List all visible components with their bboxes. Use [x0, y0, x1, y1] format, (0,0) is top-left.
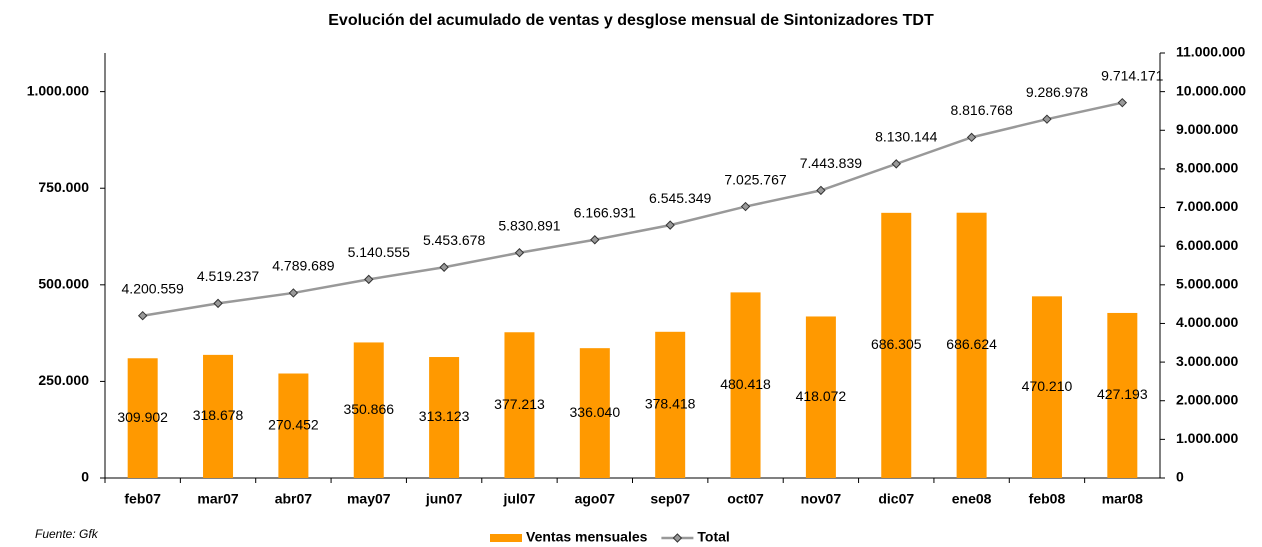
y-tick-label: 250.000 — [38, 372, 89, 388]
x-tick-label: jun07 — [425, 491, 463, 507]
x-tick-label: sep07 — [650, 491, 690, 507]
x-tick-label: oct07 — [727, 491, 764, 507]
y2-tick-label: 7.000.000 — [1176, 198, 1238, 214]
line-label: 8.816.768 — [950, 102, 1012, 118]
bar — [127, 358, 158, 478]
bar-label: 270.452 — [268, 416, 319, 432]
legend-marker — [672, 533, 683, 543]
line-label: 9.286.978 — [1026, 84, 1088, 100]
y2-tick-label: 2.000.000 — [1176, 391, 1238, 407]
legend-label: Ventas mensuales — [526, 529, 648, 545]
source: Fuente: Gfk — [35, 527, 99, 541]
line — [142, 101, 1123, 317]
marker — [891, 159, 901, 169]
line-label: 7.443.839 — [800, 155, 862, 171]
bar — [805, 316, 836, 478]
bar — [278, 373, 309, 478]
bar-label: 377.213 — [494, 396, 545, 412]
x-tick-label: jul07 — [503, 491, 536, 507]
bar-label: 470.210 — [1022, 378, 1073, 394]
bar-label: 336.040 — [570, 404, 621, 420]
y2-tick-label: 6.000.000 — [1176, 237, 1238, 253]
line-label: 5.830.891 — [498, 217, 560, 233]
line-label: 5.453.678 — [423, 232, 485, 248]
legend-label: Total — [697, 529, 729, 545]
bar — [1031, 296, 1062, 478]
marker — [137, 310, 148, 321]
line-label: 9.714.171 — [1101, 67, 1163, 83]
marker — [1117, 97, 1128, 108]
bar — [353, 342, 384, 478]
line-label: 5.140.555 — [348, 244, 410, 260]
y2-tick-label: 5.000.000 — [1176, 276, 1238, 292]
bar — [504, 332, 535, 478]
y-tick-label: 0 — [81, 469, 89, 485]
line-label: 6.545.349 — [649, 190, 711, 206]
marker — [590, 235, 600, 245]
bar — [429, 357, 460, 478]
bar-label: 350.866 — [343, 401, 394, 417]
bar-label: 309.902 — [117, 409, 168, 425]
bar-label: 480.418 — [720, 376, 771, 392]
bar-label: 313.123 — [419, 408, 470, 424]
bar — [881, 212, 912, 478]
bar-label: 418.072 — [796, 388, 847, 404]
marker — [966, 132, 977, 143]
bar — [203, 354, 234, 478]
x-tick-label: dic07 — [878, 491, 914, 507]
bar-label: 686.305 — [871, 336, 922, 352]
y2-tick-label: 3.000.000 — [1176, 353, 1238, 369]
bar — [730, 292, 761, 478]
x-tick-label: mar07 — [197, 491, 238, 507]
y-tick-label: 500.000 — [38, 276, 89, 292]
bar — [579, 348, 610, 478]
bar-label: 318.678 — [193, 407, 244, 423]
marker — [439, 262, 449, 272]
x-tick-label: mar08 — [1102, 491, 1143, 507]
marker — [288, 288, 299, 298]
chart-title: Evolución del acumulado de ventas y desg… — [328, 12, 934, 29]
y2-tick-label: 11.000.000 — [1176, 44, 1246, 60]
bar — [1107, 312, 1138, 478]
y2-tick-label: 0 — [1176, 469, 1184, 485]
line-label: 6.166.931 — [574, 204, 636, 220]
line-label: 4.519.237 — [197, 268, 259, 284]
x-tick-label: abr07 — [275, 491, 313, 507]
marker — [364, 274, 374, 285]
marker — [816, 185, 826, 196]
y2-tick-label: 1.000.000 — [1176, 430, 1238, 446]
y2-tick-label: 9.000.000 — [1176, 121, 1238, 137]
y2-tick-label: 10.000.000 — [1176, 82, 1246, 98]
bar — [956, 212, 987, 479]
line-label: 4.200.559 — [122, 280, 184, 296]
y-tick-label: 1.000.000 — [27, 82, 89, 98]
marker — [740, 201, 751, 212]
x-tick-label: feb07 — [124, 491, 161, 507]
line-label: 7.025.767 — [724, 171, 786, 187]
marker — [665, 220, 675, 230]
marker — [1042, 114, 1052, 124]
bar-label: 686.624 — [946, 336, 997, 352]
line-label: 8.130.144 — [875, 129, 937, 145]
bar — [655, 331, 686, 478]
x-tick-label: ene08 — [952, 491, 992, 507]
x-tick-label: nov07 — [801, 491, 842, 507]
x-tick-label: ago07 — [575, 491, 616, 507]
marker — [213, 298, 223, 309]
y-tick-label: 750.000 — [38, 179, 89, 195]
legend-swatch — [490, 534, 522, 542]
y2-tick-label: 4.000.000 — [1176, 314, 1238, 330]
x-tick-label: feb08 — [1029, 491, 1066, 507]
marker — [514, 248, 525, 258]
bar-label: 378.418 — [645, 396, 696, 412]
x-tick-label: may07 — [347, 491, 391, 507]
line-label: 4.789.689 — [272, 258, 334, 274]
bar-label: 427.193 — [1097, 386, 1148, 402]
y2-tick-label: 8.000.000 — [1176, 160, 1238, 176]
